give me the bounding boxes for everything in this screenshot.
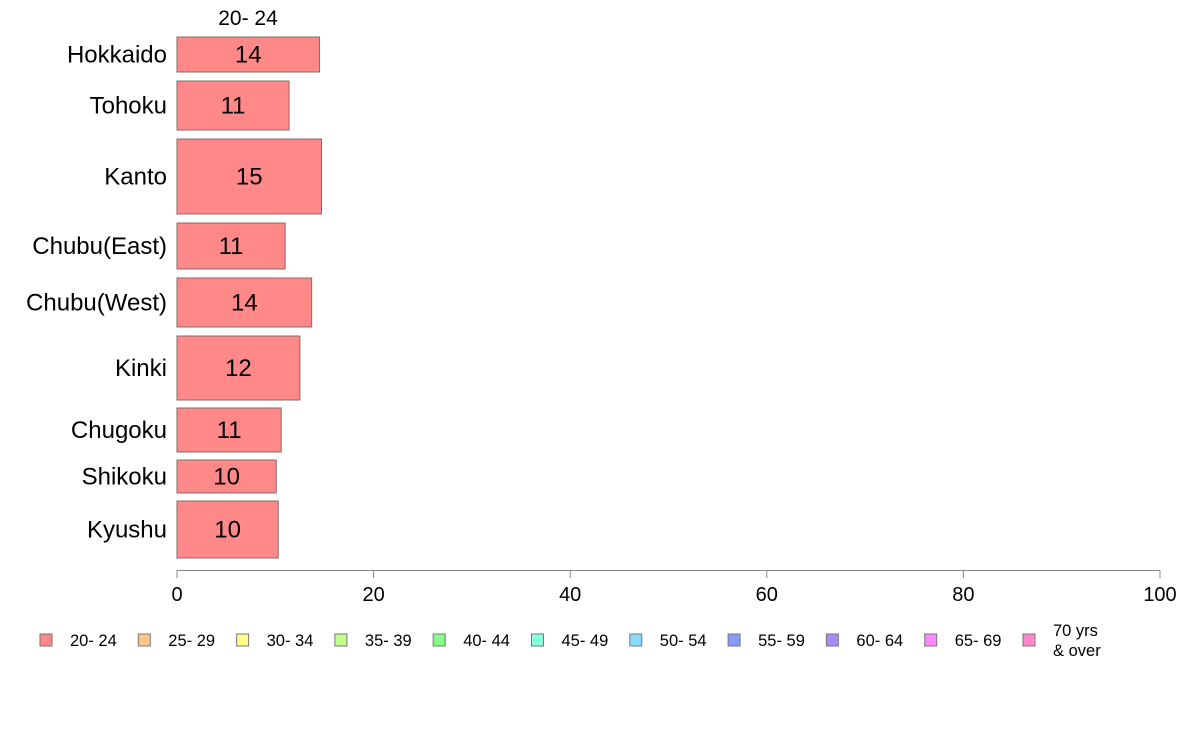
legend-label: 70 yrs & over: [1053, 622, 1101, 660]
legend-swatch: [629, 633, 643, 647]
legend-swatch: [432, 633, 446, 647]
x-tick-label: 0: [171, 584, 182, 606]
x-tick-label: 20: [362, 584, 384, 606]
bar-value-label: 11: [219, 233, 244, 260]
bar-chubu-west: [176, 277, 313, 328]
legend: 20- 24 25- 29 30- 34 35- 39 40- 44 45- 49 50- …: [39, 622, 1101, 660]
bar-value-label: 10: [213, 464, 240, 491]
bar-value-label: 10: [214, 517, 241, 544]
category-label: Chubu(West): [26, 290, 167, 317]
legend-label: 45- 49: [562, 632, 609, 650]
legend-swatch: [334, 633, 348, 647]
legend-label: 35- 39: [365, 632, 412, 650]
legend-swatch: [1022, 633, 1036, 647]
legend-swatch: [825, 633, 839, 647]
bar-shikoku: [176, 459, 277, 494]
legend-swatch: [39, 633, 53, 647]
category-label: Shikoku: [82, 464, 167, 491]
legend-swatch: [531, 633, 544, 647]
bar-kanto: [176, 138, 323, 215]
legend-swatch: [137, 633, 151, 647]
legend-label: 40- 44: [463, 632, 510, 650]
legend-label: 65- 69: [955, 632, 1002, 650]
bar-kyushu: [176, 500, 279, 559]
bar-value-label: 12: [225, 355, 252, 382]
bar-value-label: 11: [221, 93, 246, 120]
legend-label: 30- 34: [267, 632, 314, 650]
category-label: Kinki: [115, 355, 167, 382]
x-axis: 0 20 40 60 80 100: [171, 570, 1177, 606]
bar-chubu-east: [176, 222, 286, 270]
category-label: Tohoku: [90, 93, 167, 120]
x-tick-label: 60: [756, 584, 778, 606]
bar-value-label: 15: [236, 164, 263, 191]
bar-tohoku: [176, 80, 290, 131]
bar-value-label: 11: [217, 417, 242, 444]
category-label: Kyushu: [87, 517, 167, 544]
legend-swatch: [727, 633, 741, 647]
bar-chugoku: [176, 407, 282, 453]
category-label: Kanto: [104, 164, 167, 191]
bar-value-label: 14: [235, 42, 262, 69]
column-header: 20- 24: [218, 7, 278, 30]
category-label: Chubu(East): [32, 233, 167, 260]
x-tick-label: 80: [952, 584, 974, 606]
bar-hokkaido: [176, 36, 321, 73]
legend-label: 60- 64: [856, 632, 903, 650]
bars-group: 14 11 15 11 14 12 11 10 10: [176, 36, 323, 559]
legend-label: 50- 54: [660, 632, 707, 650]
legend-label: 25- 29: [168, 632, 215, 650]
x-tick-label: 100: [1143, 584, 1176, 606]
bar-kinki: [176, 335, 301, 401]
bar-value-label: 14: [231, 290, 258, 317]
legend-swatch: [924, 633, 938, 647]
category-label: Chugoku: [71, 417, 167, 444]
legend-label: 55- 59: [758, 632, 805, 650]
category-labels: Hokkaido Tohoku Kanto Chubu(East) Chubu(West…: [26, 42, 167, 544]
x-tick-label: 40: [559, 584, 581, 606]
legend-swatch: [236, 633, 250, 647]
category-label: Hokkaido: [67, 42, 167, 69]
legend-label: 20- 24: [70, 632, 117, 650]
